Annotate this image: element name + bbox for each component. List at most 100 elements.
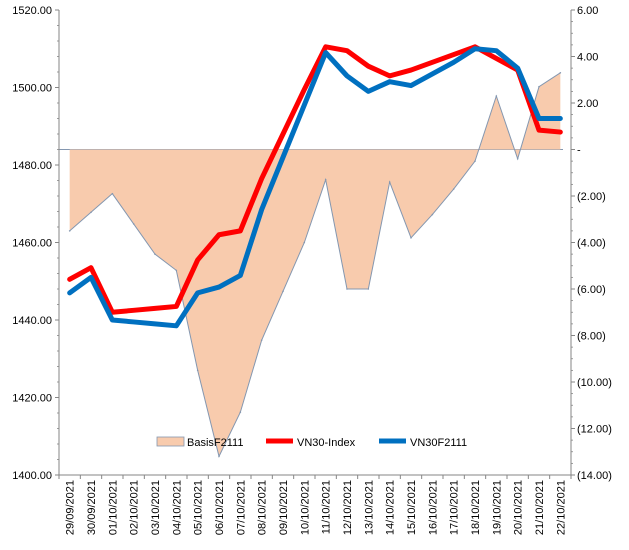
basis-point <box>388 181 391 183</box>
series-point-vn30-index <box>431 61 433 63</box>
series-point-vn30f2111 <box>538 118 540 119</box>
series-point-vn30-index <box>282 133 284 135</box>
series-point-vn30f2111 <box>346 75 348 77</box>
right-tick-label: (2.00) <box>577 191 606 203</box>
series-point-vn30f2111 <box>367 90 369 92</box>
basis-point <box>196 369 199 372</box>
x-tick-label: 14/10/2021 <box>385 480 397 535</box>
basis-point <box>452 188 455 190</box>
left-tick-label: 1520.00 <box>12 5 52 17</box>
series-point-vn30f2111 <box>495 50 497 52</box>
left-tick-label: 1460.00 <box>12 238 52 250</box>
x-tick-label: 07/10/2021 <box>235 480 247 535</box>
basis-point <box>218 455 220 458</box>
series-point-vn30-index <box>303 88 305 90</box>
x-tick-label: 05/10/2021 <box>193 480 205 535</box>
series-point-vn30f2111 <box>90 276 92 278</box>
x-tick-label: 15/10/2021 <box>406 480 418 535</box>
basis-point <box>324 178 327 181</box>
series-point-vn30f2111 <box>175 325 177 327</box>
series-point-vn30-index <box>538 129 540 131</box>
right-tick-label: 6.00 <box>577 5 598 17</box>
x-tick-label: 06/10/2021 <box>214 480 226 535</box>
x-tick-label: 03/10/2021 <box>150 480 162 535</box>
right-tick-label: (10.00) <box>577 377 612 389</box>
basis-point <box>282 290 284 293</box>
series-point-vn30f2111 <box>218 286 220 288</box>
series-point-vn30-index <box>90 267 92 269</box>
series-point-vn30f2111 <box>282 156 284 158</box>
x-tick-label: 13/10/2021 <box>363 480 375 535</box>
legend-swatch-basis <box>156 436 185 447</box>
x-tick-label: 12/10/2021 <box>342 480 354 535</box>
right-tick-label: (6.00) <box>577 284 606 296</box>
series-point-vn30-index <box>218 234 220 236</box>
x-tick-label: 20/10/2021 <box>513 480 525 535</box>
series-point-vn30-index <box>559 131 561 133</box>
basis-area-fill <box>69 72 561 457</box>
x-tick-label: 10/10/2021 <box>299 480 311 535</box>
basis-point <box>68 230 71 232</box>
x-tick-label: 30/09/2021 <box>86 480 98 535</box>
x-tick-label: 02/10/2021 <box>129 480 141 535</box>
series-point-vn30-index <box>453 54 455 56</box>
basis-point <box>90 211 92 214</box>
right-tick-label: 4.00 <box>577 52 598 64</box>
basis-point <box>431 213 434 216</box>
series-point-vn30f2111 <box>453 61 455 63</box>
basis-area-series <box>68 71 562 458</box>
series-point-vn30f2111 <box>197 292 199 294</box>
series-point-vn30-index <box>175 305 177 307</box>
series-point-vn30-index <box>69 278 71 280</box>
right-tick-label: - <box>577 145 581 157</box>
x-tick-label: 17/10/2021 <box>449 480 461 535</box>
series-point-vn30-index <box>367 65 369 67</box>
axes: 1400.00 1420.00 1440.00 1460.00 1480.00 1500.… <box>12 5 612 535</box>
series-point-vn30f2111 <box>261 209 263 211</box>
series-point-vn30f2111 <box>389 81 391 83</box>
left-tick-label: 1400.00 <box>12 470 52 482</box>
x-tick-label: 01/10/2021 <box>107 480 119 535</box>
line-series-group <box>67 44 563 329</box>
series-point-vn30f2111 <box>111 319 113 321</box>
left-tick-label: 1500.00 <box>12 83 52 95</box>
series-point-vn30f2111 <box>303 104 305 106</box>
basis-point <box>474 160 476 162</box>
series-point-vn30f2111 <box>559 118 561 119</box>
series-point-vn30f2111 <box>517 67 519 69</box>
basis-point <box>111 192 114 195</box>
x-tick-label: 18/10/2021 <box>470 480 482 535</box>
x-tick-label: 22/10/2021 <box>555 480 567 535</box>
basis-point <box>538 85 540 88</box>
series-line-vn30f2111 <box>67 46 563 329</box>
series-point-vn30-index <box>133 309 135 311</box>
legend: BasisF2111 VN30-Index VN30F2111 <box>156 436 467 449</box>
basis-point <box>559 71 562 74</box>
x-tick-label: 21/10/2021 <box>534 480 546 535</box>
basis-area-outline <box>69 72 561 458</box>
legend-label-basis: BasisF2111 <box>187 437 243 449</box>
series-point-vn30f2111 <box>69 292 71 294</box>
basis-point <box>516 158 519 160</box>
basis-point <box>175 269 178 272</box>
basis-point <box>367 288 370 290</box>
left-tick-label: 1420.00 <box>12 393 52 405</box>
series-point-vn30f2111 <box>239 274 241 276</box>
right-tick-label: (14.00) <box>577 470 612 482</box>
x-tick-label: 08/10/2021 <box>257 480 269 535</box>
right-tick-label: (8.00) <box>577 331 606 343</box>
series-point-vn30-index <box>495 57 497 59</box>
right-tick-label: (12.00) <box>577 424 612 436</box>
x-tick-label: 29/09/2021 <box>65 480 77 535</box>
basis-point <box>154 253 156 255</box>
series-point-vn30-index <box>325 46 327 48</box>
series-point-vn30f2111 <box>474 48 476 50</box>
x-tick-label: 04/10/2021 <box>171 480 183 535</box>
basis-point <box>495 95 498 97</box>
right-tick-label: 2.00 <box>577 98 598 110</box>
series-point-vn30-index <box>239 230 241 232</box>
x-tick-label: 09/10/2021 <box>278 480 290 535</box>
series-point-vn30f2111 <box>325 52 327 54</box>
series-point-vn30f2111 <box>431 73 433 75</box>
